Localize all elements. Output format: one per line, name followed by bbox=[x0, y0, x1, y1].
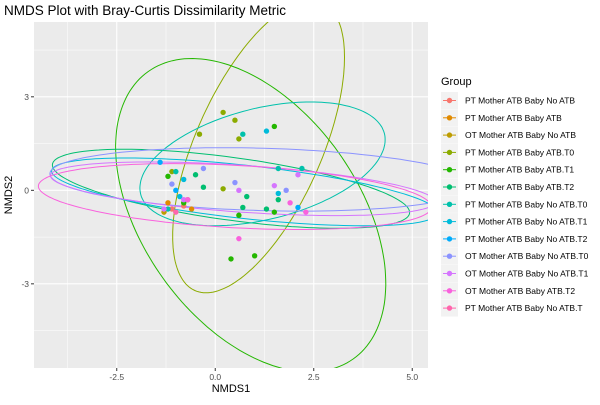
legend-key-point bbox=[446, 218, 453, 225]
point-series-5 bbox=[240, 204, 246, 211]
point-series-3 bbox=[196, 131, 203, 137]
point-series-8 bbox=[295, 204, 301, 211]
legend: Group PT Mother ATB Baby No ATB PT Mother… bbox=[441, 76, 589, 317]
data-points bbox=[157, 109, 309, 262]
point-series-3 bbox=[169, 168, 175, 175]
point-series-8 bbox=[157, 159, 163, 165]
confidence-ellipses bbox=[37, 22, 428, 368]
point-series-9 bbox=[283, 187, 289, 194]
point-series-7 bbox=[177, 193, 183, 200]
point-series-7 bbox=[181, 176, 187, 183]
legend-key-point bbox=[446, 115, 453, 121]
point-series-4 bbox=[236, 212, 242, 218]
point-series-11 bbox=[184, 196, 191, 203]
legend-key-point bbox=[446, 270, 453, 277]
point-series-6 bbox=[165, 206, 171, 212]
point-series-9 bbox=[232, 179, 238, 186]
ellipse-series-3 bbox=[172, 22, 346, 294]
point-series-4 bbox=[271, 123, 278, 130]
legend-item-label: PT Mother ATB Baby No ATB.T2 bbox=[465, 234, 588, 244]
x-tick-label: 5.0 bbox=[406, 372, 418, 382]
y-tick-label: -3 bbox=[21, 279, 29, 289]
point-series-6 bbox=[275, 165, 281, 172]
legend-item-label: OT Mother ATB Baby ATB.T2 bbox=[465, 286, 575, 296]
point-series-5 bbox=[275, 196, 281, 203]
chart-title: NMDS Plot with Bray-Curtis Dissimilarity… bbox=[4, 3, 286, 18]
legend-item-label: OT Mother ATB Baby No ATB.T0 bbox=[465, 251, 589, 261]
x-tick-label: -2.5 bbox=[109, 372, 124, 382]
point-series-12 bbox=[173, 209, 179, 215]
point-series-6 bbox=[173, 168, 179, 175]
ellipse-series-9 bbox=[49, 147, 428, 212]
point-series-3 bbox=[236, 136, 242, 142]
point-series-4 bbox=[251, 253, 258, 259]
x-tick-label: 2.5 bbox=[308, 372, 320, 382]
point-series-8 bbox=[173, 187, 179, 194]
legend-title: Group bbox=[441, 76, 472, 88]
legend-item-label: PT Mother ATB Baby No ATB.T bbox=[465, 303, 583, 313]
plot-panel bbox=[34, 22, 428, 368]
legend-key-point bbox=[446, 132, 453, 138]
axes: -2.5 0.0 2.5 5.0 -3 0 3 bbox=[21, 92, 418, 382]
point-series-7 bbox=[263, 128, 270, 134]
ellipse-series-4 bbox=[115, 57, 387, 368]
legend-key-point bbox=[446, 236, 453, 242]
point-series-3 bbox=[232, 117, 238, 123]
y-tick-label: 3 bbox=[24, 92, 29, 102]
legend-item-label: PT Mother ATB Baby ATB.T1 bbox=[465, 165, 574, 175]
legend-item-label: OT Mother ATB Baby No ATB bbox=[465, 130, 576, 140]
legend-key-point bbox=[446, 184, 453, 190]
point-series-3 bbox=[220, 109, 226, 116]
legend-key-point bbox=[446, 305, 453, 311]
point-series-10 bbox=[161, 206, 167, 212]
legend-item-label: PT Mother ATB Baby No ATB.T1 bbox=[465, 217, 588, 227]
y-tick-label: 0 bbox=[24, 185, 29, 195]
ellipse-series-6 bbox=[139, 101, 386, 227]
point-series-10 bbox=[295, 172, 301, 178]
legend-item-label: PT Mother ATB Baby ATB bbox=[465, 113, 562, 123]
point-series-7 bbox=[275, 190, 281, 197]
legend-key-point bbox=[446, 149, 453, 156]
legend-item-label: PT Mother ATB Baby No ATB.T0 bbox=[465, 199, 588, 209]
point-series-5 bbox=[192, 172, 199, 178]
point-series-9 bbox=[200, 165, 207, 172]
legend-key-point bbox=[446, 97, 453, 104]
legend-key-point bbox=[446, 253, 453, 259]
point-series-5 bbox=[200, 184, 207, 190]
point-series-4 bbox=[228, 256, 234, 262]
grid-lines bbox=[34, 22, 428, 368]
legend-item-label: OT Mother ATB Baby No ATB.T1 bbox=[465, 269, 589, 279]
x-axis-label: NMDS1 bbox=[212, 383, 251, 395]
point-series-11 bbox=[303, 209, 309, 215]
point-series-4 bbox=[271, 209, 278, 215]
legend-key-point bbox=[446, 201, 453, 207]
point-series-10 bbox=[236, 187, 242, 194]
x-tick-label: 0.0 bbox=[209, 372, 221, 382]
point-series-1 bbox=[165, 200, 171, 206]
point-series-10 bbox=[271, 182, 278, 189]
point-series-3 bbox=[220, 186, 226, 192]
point-series-0 bbox=[169, 206, 175, 212]
y-axis-label: NMDS2 bbox=[3, 176, 15, 215]
point-series-11 bbox=[236, 235, 242, 242]
legend-item-label: PT Mother ATB Baby ATB.T0 bbox=[465, 147, 574, 157]
ellipse-series-11 bbox=[37, 163, 428, 230]
point-series-5 bbox=[263, 206, 270, 212]
legend-item-label: PT Mother ATB Baby No ATB bbox=[465, 96, 575, 106]
legend-key-point bbox=[446, 167, 453, 173]
point-series-6 bbox=[299, 165, 305, 172]
point-series-1 bbox=[188, 206, 195, 212]
point-series-5 bbox=[244, 193, 250, 200]
point-series-11 bbox=[287, 200, 293, 206]
point-series-10 bbox=[181, 196, 187, 203]
legend-key-point bbox=[446, 288, 453, 294]
point-series-6 bbox=[240, 131, 246, 137]
point-series-4 bbox=[165, 173, 171, 179]
legend-item-label: PT Mother ATB Baby ATB.T2 bbox=[465, 182, 574, 192]
point-series-9 bbox=[169, 181, 175, 187]
ellipse-series-5 bbox=[51, 148, 411, 229]
